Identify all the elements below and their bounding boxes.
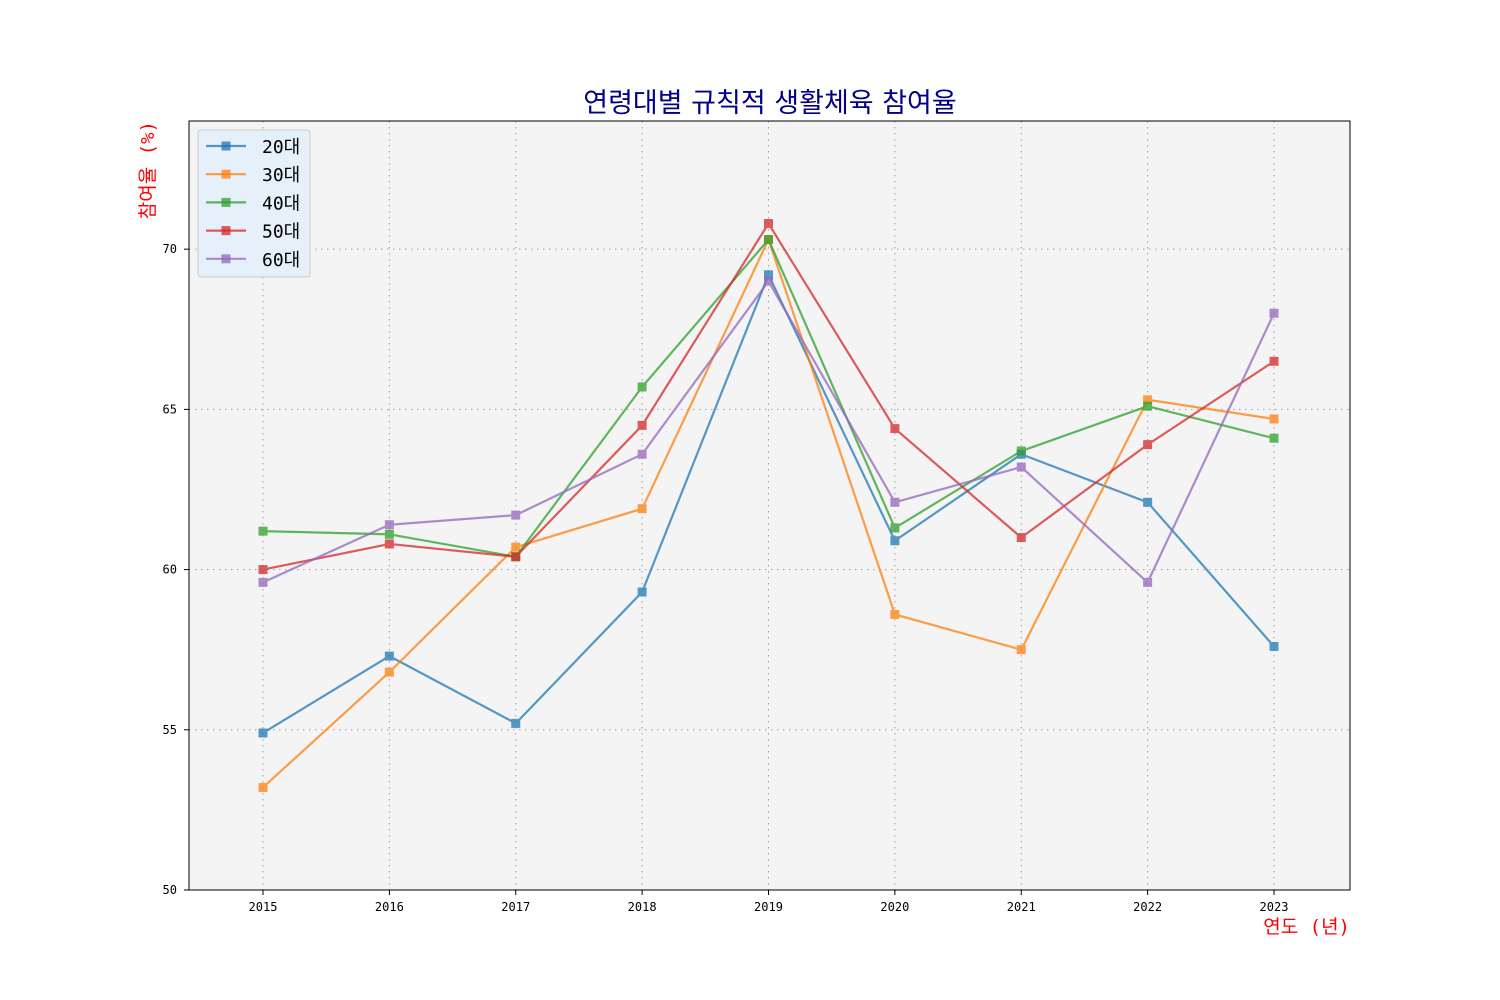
series-lines [258,219,1279,792]
x-tick-label: 2015 [249,900,278,914]
data-point [1143,440,1153,450]
data-point [890,497,900,507]
data-point [637,504,647,514]
legend-entry: 30대 [206,165,300,186]
chart-title: 연령대별 규칙적 생활체육 참여율 [583,88,957,119]
legend-label: 50대 [262,222,300,243]
data-point [1143,401,1153,411]
data-point [1269,356,1279,366]
data-point [511,718,521,728]
data-point [764,235,773,245]
data-point [1269,308,1279,318]
data-point [1269,641,1279,651]
data-point [384,520,394,530]
data-point [637,382,647,392]
data-point [764,276,773,286]
data-point [890,523,900,533]
series-60대 [258,276,1279,587]
series-50대 [258,219,1279,575]
x-tick-label: 2018 [628,900,657,914]
x-tick-label: 2022 [1133,900,1162,914]
data-point [511,542,521,552]
data-point [1016,446,1026,456]
legend-label: 60대 [262,250,300,271]
data-point [1143,577,1153,587]
y-tick-label: 60 [163,563,177,577]
legend-label: 30대 [262,165,300,186]
data-point [764,270,773,280]
data-point [258,782,268,792]
legend-entry: 20대 [206,137,300,158]
legend-entry: 50대 [206,222,300,243]
data-point [384,539,394,549]
legend-entry: 40대 [206,193,300,214]
x-tick-label: 2020 [880,900,909,914]
data-point [384,651,394,661]
data-point [258,526,268,536]
data-point [511,510,521,520]
x-tick-label: 2021 [1007,900,1036,914]
x-tick-label: 2016 [375,900,404,914]
legend-box [197,129,311,278]
data-point [1269,433,1279,443]
y-axis-label: 참여율 (%) [137,121,159,219]
data-point [258,565,268,575]
data-point [637,449,647,459]
data-point [384,667,394,677]
data-point [1143,395,1153,405]
data-point [1016,533,1026,543]
legend-entry: 60대 [206,250,300,271]
x-tick-label: 2019 [754,900,783,914]
data-point [764,219,773,229]
data-point [637,420,647,430]
legend-marker [221,141,231,151]
data-point [1016,462,1026,472]
data-point [890,609,900,619]
y-tick-label: 70 [163,242,177,256]
data-point [890,536,900,546]
y-tick-label: 65 [163,402,177,416]
legend-marker [221,226,231,236]
y-tick-label: 55 [163,723,177,737]
series-40대 [258,235,1279,562]
data-point [1016,645,1026,655]
data-point [1269,414,1279,424]
data-point [258,577,268,587]
data-point [258,728,268,738]
legend-marker [221,254,231,264]
x-tick-label: 2017 [501,900,530,914]
plot-frame [188,120,1351,891]
data-point [384,529,394,539]
legend-label: 40대 [262,193,300,214]
legend-marker [221,197,231,207]
x-tick-label: 2023 [1260,900,1289,914]
legend-marker [221,169,231,179]
data-point [511,552,521,562]
legend-label: 20대 [262,137,300,158]
axis-ticks: 2015 2016 2017 2018 2019 2020 2021 2022 2023 50 55… [163,242,1289,914]
x-axis-label: 연도 (년) [1263,916,1350,938]
data-point [637,587,647,597]
data-point [890,424,900,434]
legend: 20대 30대 40대 50대 60대 [197,129,311,278]
y-tick-label: 50 [163,883,177,897]
data-point [1143,497,1153,507]
